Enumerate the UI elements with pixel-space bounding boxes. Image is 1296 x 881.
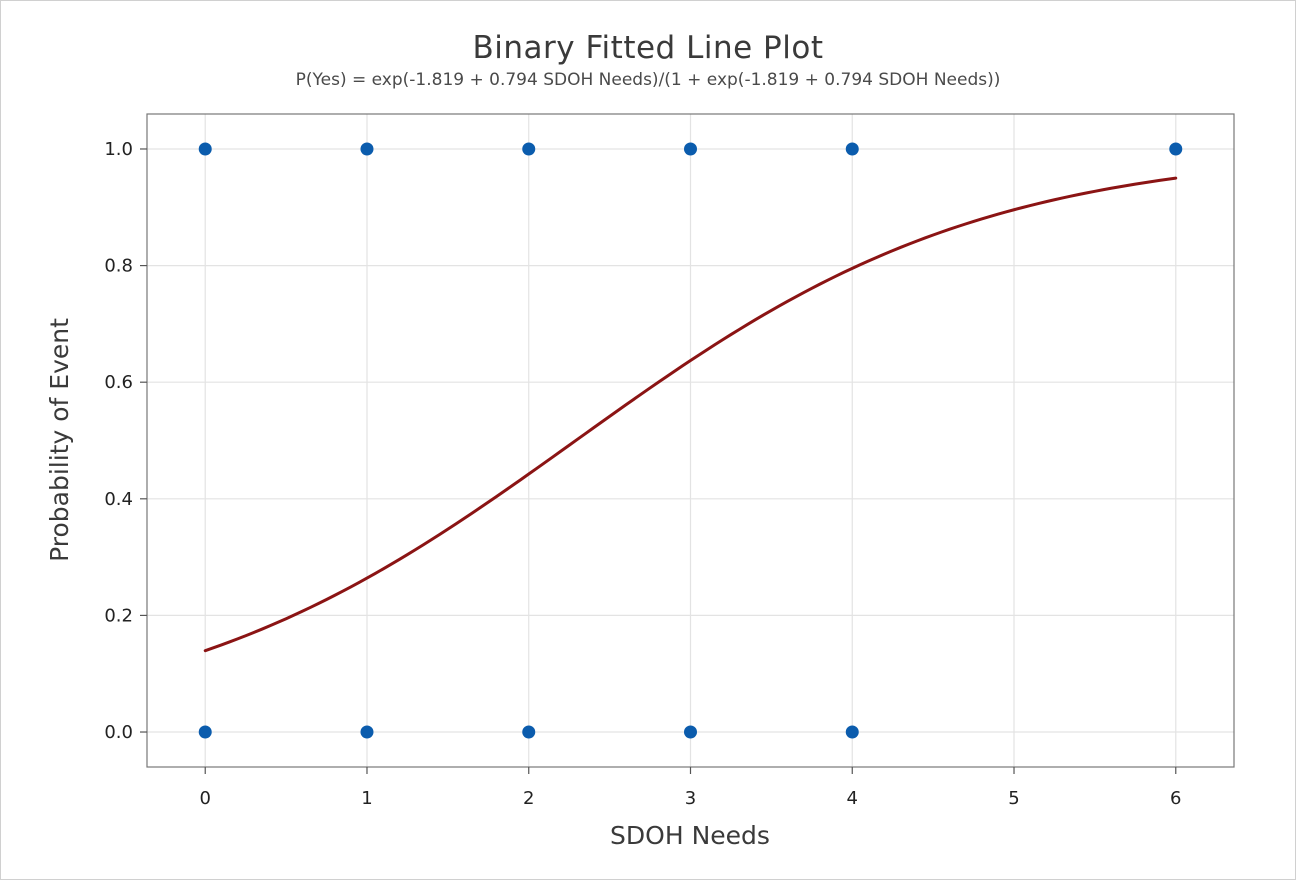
x-tick-labels: 0 1 2 3 4 5 6 [200, 788, 1182, 809]
fitted-logistic-curve [203, 176, 1178, 653]
x-axis-label: SDOH Needs [610, 821, 770, 850]
data-point [198, 725, 212, 739]
data-point [360, 725, 374, 739]
x-tick-label: 4 [847, 788, 858, 809]
y-tick-label: 0.8 [104, 256, 133, 277]
data-point [360, 142, 374, 156]
y-tick-label: 0.6 [104, 372, 133, 393]
data-point [1169, 142, 1183, 156]
grid-lines [147, 114, 1234, 767]
data-point [684, 142, 697, 156]
x-tick-label: 2 [523, 788, 534, 809]
fitted-curve-layer [203, 176, 1178, 653]
y-axis-label: Probability of Event [45, 318, 74, 562]
chart-title: Binary Fitted Line Plot [473, 30, 824, 66]
data-point [845, 142, 859, 156]
x-tick-label: 1 [361, 788, 372, 809]
data-point [845, 725, 859, 739]
y-tick-label: 0.4 [104, 489, 133, 510]
chart-subtitle: P(Yes) = exp(-1.819 + 0.794 SDOH Needs)/… [296, 70, 1001, 90]
y-tick-label: 1.0 [104, 139, 133, 160]
x-tick-label: 6 [1170, 788, 1181, 809]
axis-ticks [140, 148, 1177, 774]
y-tick-label: 0.2 [104, 605, 133, 626]
data-points [198, 142, 1183, 739]
y-tick-labels: 0.0 0.2 0.4 0.6 0.8 1.0 [104, 139, 133, 743]
y-tick-label: 0.0 [104, 722, 133, 743]
data-point [198, 142, 212, 156]
data-point [522, 142, 536, 156]
x-tick-label: 3 [685, 788, 696, 809]
x-tick-label: 5 [1008, 788, 1019, 809]
data-point [684, 725, 697, 739]
x-tick-label: 0 [200, 788, 211, 809]
data-point [522, 725, 536, 739]
